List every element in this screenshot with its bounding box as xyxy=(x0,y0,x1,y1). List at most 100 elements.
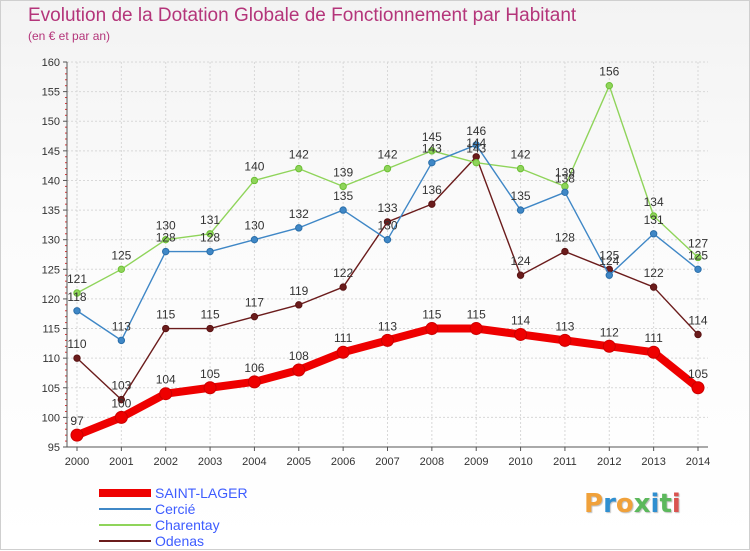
data-point-odenas xyxy=(250,312,259,321)
y-tick-label: 110 xyxy=(42,353,60,365)
data-label-charentay: 145 xyxy=(422,130,442,144)
data-point-charentay xyxy=(250,176,259,185)
data-point-odenas xyxy=(561,247,569,256)
data-point-cercié xyxy=(117,336,126,345)
data-label-charentay: 125 xyxy=(111,248,131,262)
data-point-charentay xyxy=(295,164,303,173)
x-tick-label: 2004 xyxy=(242,456,266,468)
x-tick-label: 2002 xyxy=(153,456,177,468)
data-point-charentay xyxy=(162,235,170,244)
data-point-odenas xyxy=(339,283,347,291)
data-point-saint-lager xyxy=(425,322,439,336)
data-label-cercié: 125 xyxy=(688,248,708,262)
y-tick-label: 130 xyxy=(42,235,60,247)
y-tick-label: 135 xyxy=(42,205,60,217)
legend-swatch-odenas xyxy=(99,540,151,542)
data-label-charentay: 139 xyxy=(555,165,575,179)
data-label-odenas: 103 xyxy=(111,379,131,393)
legend-label-charentay: Charentay xyxy=(155,517,220,533)
data-label-cercié: 132 xyxy=(289,207,309,221)
data-label-odenas: 110 xyxy=(67,337,86,351)
data-label-cercié: 118 xyxy=(67,290,86,304)
legend-label-cercie: Cercié xyxy=(155,501,196,517)
data-point-cercié xyxy=(383,235,392,244)
x-tick-label: 2013 xyxy=(641,456,665,468)
data-label-odenas: 124 xyxy=(511,254,531,268)
data-label-cercié: 130 xyxy=(377,219,397,233)
data-label-odenas: 117 xyxy=(245,296,264,310)
data-point-charentay xyxy=(206,230,214,238)
x-tick-label: 2010 xyxy=(508,456,532,468)
data-label-saint-lager: 114 xyxy=(511,313,530,327)
data-label-saint-lager: 111 xyxy=(645,331,664,345)
data-point-saint-lager xyxy=(647,345,661,359)
data-label-odenas: 133 xyxy=(377,201,397,215)
x-tick-label: 2014 xyxy=(686,456,710,468)
data-point-saint-lager xyxy=(558,333,572,347)
data-label-odenas: 122 xyxy=(333,266,353,280)
data-label-saint-lager: 104 xyxy=(156,373,176,387)
data-point-cercié xyxy=(162,247,170,256)
data-label-charentay: 134 xyxy=(644,195,664,209)
brand-logo: Proxiti xyxy=(584,489,681,519)
data-point-saint-lager xyxy=(381,333,394,347)
data-label-saint-lager: 97 xyxy=(70,414,84,428)
data-label-cercié: 124 xyxy=(599,254,619,268)
data-point-odenas xyxy=(117,395,126,404)
data-point-odenas xyxy=(383,218,392,226)
y-tick-label: 155 xyxy=(42,87,60,99)
y-tick-label: 120 xyxy=(42,294,60,306)
data-point-charentay xyxy=(73,289,81,297)
data-point-charentay xyxy=(516,164,525,173)
y-tick-label: 100 xyxy=(42,412,60,424)
data-label-odenas: 122 xyxy=(644,266,664,280)
x-tick-label: 2007 xyxy=(375,456,399,468)
y-tick-label: 145 xyxy=(42,146,60,158)
data-label-charentay: 139 xyxy=(333,165,353,179)
data-point-odenas xyxy=(428,200,436,208)
data-label-cercié: 143 xyxy=(422,142,442,156)
data-label-charentay: 142 xyxy=(377,148,397,162)
y-tick-label: 105 xyxy=(42,383,60,395)
data-point-cercié xyxy=(472,141,480,149)
data-point-saint-lager xyxy=(114,410,128,424)
data-point-cercié xyxy=(73,307,81,315)
data-point-odenas xyxy=(295,301,303,309)
data-label-saint-lager: 105 xyxy=(200,367,220,381)
data-label-charentay: 121 xyxy=(67,272,87,286)
data-label-odenas: 115 xyxy=(156,308,175,322)
data-point-cercié xyxy=(206,247,214,256)
data-point-cercié xyxy=(428,158,436,167)
brand-letter: i xyxy=(650,489,660,519)
legend-swatch-charentay xyxy=(99,524,151,526)
x-tick-label: 2006 xyxy=(331,456,355,468)
x-tick-label: 2009 xyxy=(464,456,488,468)
x-tick-label: 2001 xyxy=(109,456,133,468)
data-label-cercié: 138 xyxy=(555,171,575,185)
data-point-saint-lager xyxy=(292,363,306,377)
x-tick-label: 2008 xyxy=(420,456,444,468)
data-point-charentay xyxy=(428,147,436,155)
data-label-saint-lager: 100 xyxy=(111,396,131,410)
data-point-saint-lager xyxy=(70,428,84,442)
data-label-cercié: 135 xyxy=(511,189,531,203)
data-point-odenas xyxy=(162,324,170,333)
data-label-saint-lager: 105 xyxy=(688,367,708,381)
x-tick-label: 2003 xyxy=(198,456,222,468)
y-tick-label: 95 xyxy=(48,442,60,454)
y-tick-label: 125 xyxy=(42,264,60,276)
data-label-saint-lager: 113 xyxy=(555,319,574,333)
data-label-odenas: 136 xyxy=(422,183,442,197)
data-point-cercié xyxy=(250,235,259,244)
data-label-saint-lager: 108 xyxy=(289,349,309,363)
data-point-charentay xyxy=(605,81,613,90)
data-label-saint-lager: 112 xyxy=(600,325,619,339)
data-point-cercié xyxy=(516,206,525,214)
data-point-odenas xyxy=(649,283,658,291)
data-point-cercié xyxy=(694,265,702,274)
data-label-saint-lager: 115 xyxy=(422,308,441,322)
data-label-cercié: 135 xyxy=(333,189,353,203)
chart-title: Evolution de la Dotation Globale de Fonc… xyxy=(28,5,577,26)
